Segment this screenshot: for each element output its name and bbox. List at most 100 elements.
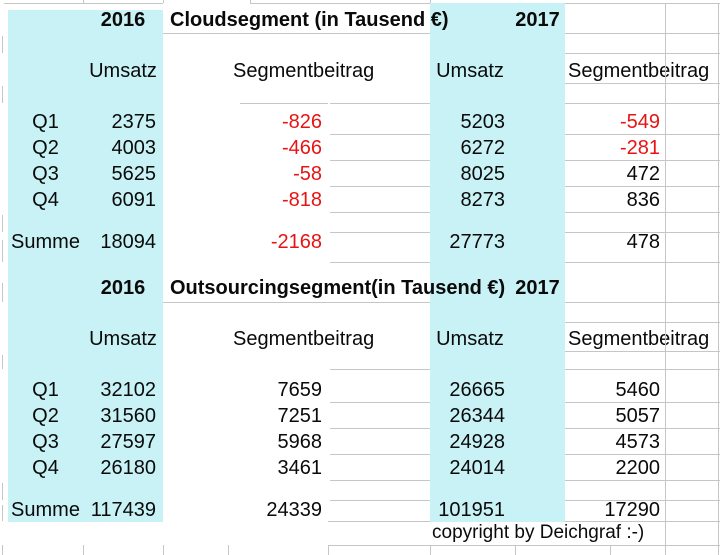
gridline <box>565 480 720 481</box>
highlight-block-2017 <box>430 3 565 522</box>
header-segment-2016-outsourcing[interactable]: Segmentbeitrag <box>233 328 375 350</box>
header-umsatz-2017-outsourcing[interactable]: Umsatz <box>436 328 504 350</box>
segment-2016-value[interactable]: -826 <box>281 111 322 133</box>
cell-title-outsourcing[interactable]: Outsourcingsegment(in Tausend €) <box>170 277 506 299</box>
gridline <box>565 322 720 323</box>
gridline <box>163 33 430 34</box>
gridline <box>240 103 328 104</box>
gridline <box>565 232 720 233</box>
header-umsatz-2017-cloud[interactable]: Umsatz <box>436 60 504 82</box>
segment-2017-value[interactable]: 5057 <box>615 405 661 427</box>
segment-2016-value[interactable]: 3461 <box>277 457 323 479</box>
umsatz-2017-value[interactable]: 26344 <box>449 405 505 427</box>
segment-2016-value[interactable]: 5968 <box>277 431 323 453</box>
gridline <box>718 3 719 555</box>
row-label[interactable]: Q4 <box>32 189 59 211</box>
cell-year-right-cloud[interactable]: 2017 <box>515 9 560 31</box>
gridline <box>565 103 720 104</box>
gridline <box>430 545 431 555</box>
cell-year-left-outsourcing[interactable]: 2016 <box>100 277 146 299</box>
copyright-note[interactable]: copyright by Deichgraf :-) <box>432 522 645 543</box>
gridline <box>330 454 430 455</box>
row-label[interactable]: Q4 <box>32 457 59 479</box>
umsatz-2016-value[interactable]: 27597 <box>100 431 156 453</box>
summe-label[interactable]: Summe <box>11 499 80 521</box>
summe-label[interactable]: Summe <box>11 231 80 253</box>
row-label[interactable]: Q3 <box>32 163 59 185</box>
segment-2016-value[interactable]: 7251 <box>277 405 323 427</box>
gridline <box>565 262 720 263</box>
row-label[interactable]: Q1 <box>32 111 59 133</box>
gridline <box>610 545 611 555</box>
umsatz-2016-value[interactable]: 26180 <box>100 457 156 479</box>
gridline <box>330 262 430 263</box>
gridline <box>565 83 720 84</box>
summe-segment-2017-value[interactable]: 17290 <box>604 499 660 521</box>
header-umsatz-2016-cloud[interactable]: Umsatz <box>89 60 157 82</box>
gridline <box>2 36 3 53</box>
gridline <box>565 500 720 501</box>
cell-title-cloud[interactable]: Cloudsegment (in Tausend €) <box>170 9 449 31</box>
gridline <box>328 545 720 546</box>
summe-umsatz-2017-value[interactable]: 27773 <box>449 231 505 253</box>
gridline <box>228 545 229 555</box>
segment-2017-value[interactable]: 4573 <box>615 431 661 453</box>
umsatz-2017-value[interactable]: 5203 <box>460 111 506 133</box>
gridline <box>565 3 720 4</box>
gridline <box>330 134 430 135</box>
umsatz-2016-value[interactable]: 31560 <box>100 405 156 427</box>
row-label[interactable]: Q3 <box>32 431 59 453</box>
gridline <box>330 186 430 187</box>
segment-2016-value[interactable]: -818 <box>281 189 322 211</box>
gridline <box>565 160 720 161</box>
gridline <box>330 369 430 370</box>
segment-2017-value[interactable]: 2200 <box>615 457 661 479</box>
gridline <box>2 86 3 103</box>
segment-2017-value[interactable]: -281 <box>619 137 660 159</box>
summe-segment-2016-value[interactable]: 24339 <box>266 499 322 521</box>
gridline <box>4 3 163 4</box>
header-segment-2017-cloud[interactable]: Segmentbeitrag <box>568 60 710 82</box>
segment-2017-value[interactable]: 836 <box>626 189 660 211</box>
header-umsatz-2016-outsourcing[interactable]: Umsatz <box>89 328 157 350</box>
umsatz-2017-value[interactable]: 24014 <box>449 457 505 479</box>
header-segment-2016-cloud[interactable]: Segmentbeitrag <box>233 60 375 82</box>
summe-umsatz-2017-value[interactable]: 101951 <box>438 499 505 521</box>
cell-year-right-outsourcing[interactable]: 2017 <box>515 277 560 299</box>
segment-2017-value[interactable]: 5460 <box>615 379 661 401</box>
header-segment-2017-outsourcing[interactable]: Segmentbeitrag <box>568 328 710 350</box>
gridline <box>2 240 3 262</box>
umsatz-2017-value[interactable]: 8273 <box>460 189 506 211</box>
row-label[interactable]: Q2 <box>32 405 59 427</box>
summe-umsatz-2016-value[interactable]: 18094 <box>100 231 156 253</box>
gridline <box>330 500 430 501</box>
umsatz-2017-value[interactable]: 24928 <box>449 431 505 453</box>
gridline <box>2 283 3 302</box>
gridline <box>330 428 430 429</box>
summe-segment-2016-value[interactable]: -2168 <box>270 231 322 253</box>
segment-2016-value[interactable]: 7659 <box>277 379 323 401</box>
gridline <box>2 545 3 555</box>
umsatz-2016-value[interactable]: 6091 <box>111 189 157 211</box>
gridline <box>2 355 3 369</box>
umsatz-2017-value[interactable]: 6272 <box>460 137 506 159</box>
summe-segment-2017-value[interactable]: 478 <box>626 231 660 253</box>
gridline <box>163 302 430 303</box>
row-label[interactable]: Q2 <box>32 137 59 159</box>
cell-year-left-cloud[interactable]: 2016 <box>100 9 146 31</box>
umsatz-2016-value[interactable]: 32102 <box>100 379 156 401</box>
umsatz-2017-value[interactable]: 26665 <box>449 379 505 401</box>
segment-2016-value[interactable]: -58 <box>293 163 322 185</box>
umsatz-2016-value[interactable]: 2375 <box>111 111 157 133</box>
segment-2017-value[interactable]: -549 <box>619 111 660 133</box>
segment-2016-value[interactable]: -466 <box>281 137 322 159</box>
umsatz-2016-value[interactable]: 4003 <box>111 137 157 159</box>
gridline <box>330 480 430 481</box>
umsatz-2017-value[interactable]: 8025 <box>460 163 506 185</box>
gridline <box>163 0 164 3</box>
summe-umsatz-2016-value[interactable]: 117439 <box>90 499 156 521</box>
row-label[interactable]: Q1 <box>32 379 59 401</box>
umsatz-2016-value[interactable]: 5625 <box>111 163 157 185</box>
segment-2017-value[interactable]: 472 <box>626 163 660 185</box>
gridline <box>2 505 3 521</box>
